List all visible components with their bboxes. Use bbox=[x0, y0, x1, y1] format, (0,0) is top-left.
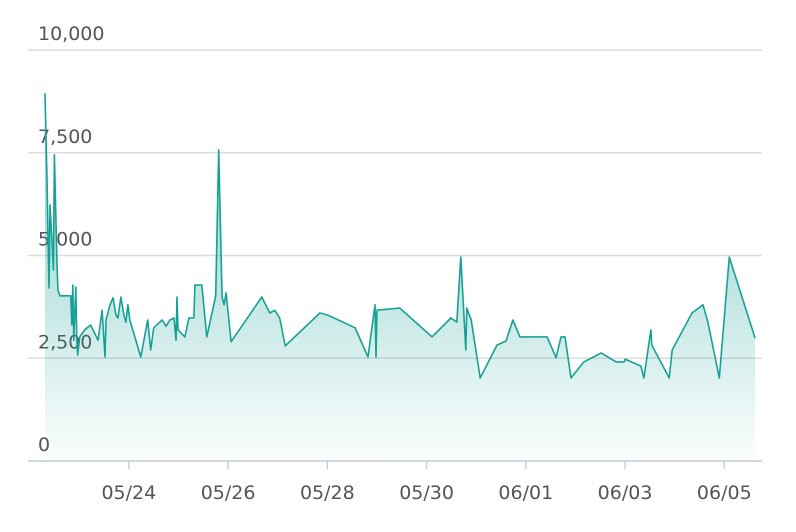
x-tick-label: 06/05 bbox=[697, 482, 752, 504]
x-tick-label: 05/26 bbox=[201, 482, 256, 504]
x-tick-label: 05/24 bbox=[101, 482, 156, 504]
x-tick-label: 05/28 bbox=[300, 482, 355, 504]
area-fill bbox=[45, 93, 756, 461]
x-tick-label: 06/01 bbox=[498, 482, 553, 504]
y-tick-label: 10,000 bbox=[38, 23, 104, 45]
y-tick-label: 7,500 bbox=[38, 126, 92, 148]
x-tick-label: 06/03 bbox=[598, 482, 653, 504]
x-tick-label: 05/30 bbox=[399, 482, 454, 504]
line bbox=[44, 93, 756, 379]
